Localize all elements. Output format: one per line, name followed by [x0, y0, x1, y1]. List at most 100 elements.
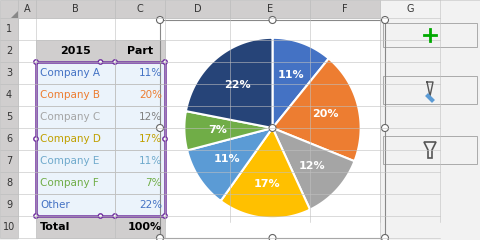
Bar — [0, 106, 18, 128]
Text: 12%: 12% — [299, 161, 325, 171]
Text: 1: 1 — [6, 24, 12, 34]
Circle shape — [382, 17, 388, 24]
Circle shape — [156, 17, 164, 24]
Circle shape — [98, 214, 103, 218]
Bar — [36, 150, 115, 172]
Polygon shape — [221, 128, 310, 218]
Text: Company E: Company E — [40, 156, 99, 166]
Text: 5: 5 — [6, 112, 12, 122]
Circle shape — [113, 214, 117, 218]
Text: Company D: Company D — [40, 134, 101, 144]
Circle shape — [269, 234, 276, 240]
Text: 11%: 11% — [214, 154, 240, 164]
Text: F: F — [342, 4, 348, 14]
Text: 12%: 12% — [139, 112, 162, 122]
Bar — [115, 128, 165, 150]
Bar — [115, 194, 165, 216]
Polygon shape — [273, 59, 360, 161]
Bar — [383, 136, 477, 164]
Bar — [18, 18, 380, 240]
Text: 8: 8 — [6, 178, 12, 188]
Bar — [380, 0, 480, 240]
Text: D: D — [194, 4, 201, 14]
Bar — [115, 40, 165, 62]
Circle shape — [269, 125, 276, 132]
Text: Total: Total — [40, 222, 71, 232]
Text: 20%: 20% — [139, 90, 162, 100]
Text: 17%: 17% — [254, 179, 281, 189]
Bar — [0, 172, 18, 194]
Bar — [36, 84, 115, 106]
Bar — [36, 216, 115, 238]
Circle shape — [156, 125, 164, 132]
Circle shape — [34, 60, 38, 64]
Text: 100%: 100% — [128, 222, 162, 232]
Text: A: A — [24, 4, 30, 14]
Circle shape — [34, 214, 38, 218]
Bar — [380, 0, 440, 18]
Bar — [0, 128, 18, 150]
Bar — [230, 0, 310, 18]
Bar — [36, 0, 115, 18]
Bar — [165, 0, 230, 18]
Bar — [160, 20, 385, 238]
Bar — [115, 62, 165, 84]
Text: 7: 7 — [6, 156, 12, 166]
Bar — [0, 18, 18, 40]
Text: 3: 3 — [6, 68, 12, 78]
Text: Company C: Company C — [40, 112, 100, 122]
Bar — [0, 40, 18, 62]
Bar — [115, 106, 165, 128]
Bar — [36, 62, 165, 216]
Text: Company A: Company A — [40, 68, 100, 78]
Text: 2015: 2015 — [60, 46, 91, 56]
Bar — [115, 172, 165, 194]
Text: G: G — [406, 4, 414, 14]
Text: 7%: 7% — [145, 178, 162, 188]
Bar — [36, 62, 115, 84]
Bar — [115, 0, 165, 18]
Text: 6: 6 — [6, 134, 12, 144]
Bar — [36, 40, 115, 62]
Circle shape — [269, 17, 276, 24]
Bar — [0, 84, 18, 106]
Text: 10: 10 — [3, 222, 15, 232]
Text: 9: 9 — [6, 200, 12, 210]
Circle shape — [163, 137, 167, 141]
Polygon shape — [11, 11, 18, 18]
Text: C: C — [137, 4, 144, 14]
Circle shape — [163, 214, 167, 218]
Text: 11%: 11% — [139, 68, 162, 78]
Bar — [0, 150, 18, 172]
Text: 22%: 22% — [224, 80, 251, 90]
Circle shape — [382, 234, 388, 240]
Text: 11%: 11% — [139, 156, 162, 166]
Bar — [383, 23, 477, 47]
Bar — [36, 172, 115, 194]
Bar — [115, 84, 165, 106]
Text: 7%: 7% — [208, 125, 228, 135]
Polygon shape — [273, 128, 354, 210]
Bar — [0, 62, 18, 84]
Text: Company F: Company F — [40, 178, 99, 188]
Text: Part: Part — [127, 46, 153, 56]
Circle shape — [163, 60, 167, 64]
Bar — [36, 106, 115, 128]
Circle shape — [98, 60, 103, 64]
Polygon shape — [187, 128, 273, 201]
Bar — [0, 194, 18, 216]
Text: 17%: 17% — [139, 134, 162, 144]
Text: Other: Other — [40, 200, 70, 210]
Circle shape — [156, 234, 164, 240]
Text: 22%: 22% — [139, 200, 162, 210]
Text: 2: 2 — [6, 46, 12, 56]
Circle shape — [113, 60, 117, 64]
Bar — [36, 128, 115, 150]
Text: Company B: Company B — [40, 90, 100, 100]
Text: 20%: 20% — [312, 109, 339, 119]
Circle shape — [34, 137, 38, 141]
Bar — [0, 216, 18, 238]
Text: 11%: 11% — [278, 70, 304, 80]
Bar — [115, 216, 165, 238]
Bar — [383, 76, 477, 104]
